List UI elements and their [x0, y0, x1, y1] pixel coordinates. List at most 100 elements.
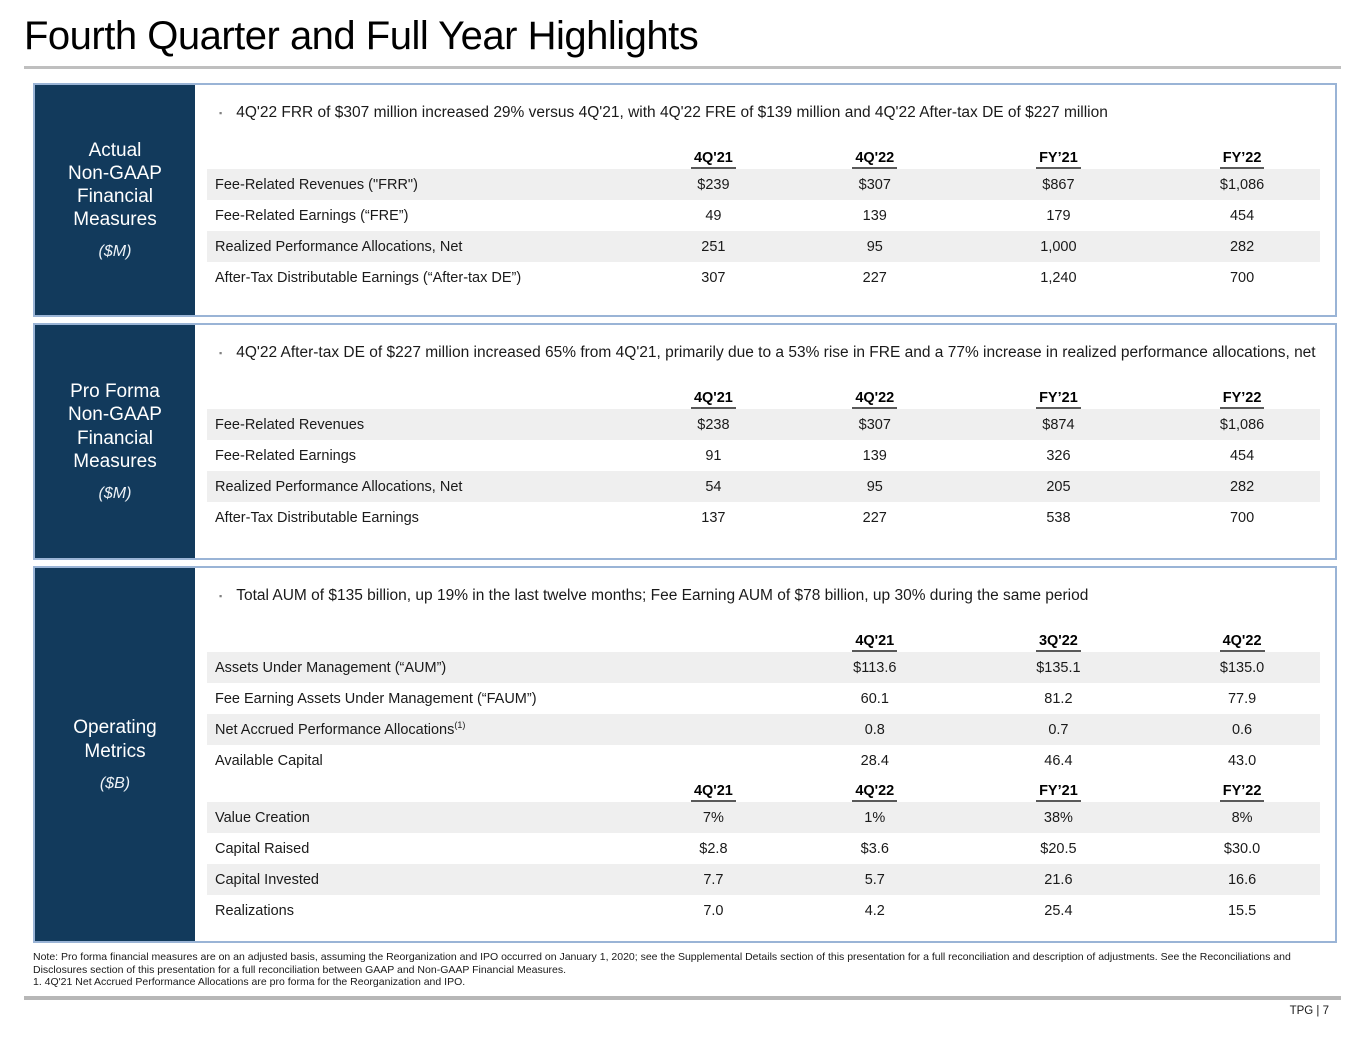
row-label: Capital Invested	[215, 871, 319, 888]
table-header-row: 4Q'21 4Q'22 FY’21 FY’22	[207, 776, 1320, 803]
table-cell: 25.4	[1044, 902, 1073, 919]
table-row: Assets Under Management (“AUM”) $113.6 $13…	[207, 652, 1320, 684]
row-label: After-Tax Distributable Earnings (“After…	[215, 269, 522, 286]
column-header: FY’22	[1219, 390, 1265, 410]
table-row: After-Tax Distributable Earnings (“After…	[207, 262, 1320, 293]
table-cell: 16.6	[1227, 871, 1257, 888]
table-cell: 0.7	[1048, 721, 1069, 738]
bullet-text: Total AUM of $135 billion, up 19% in the…	[236, 587, 1089, 604]
row-label: Realized Performance Allocations, Net	[215, 238, 463, 255]
sidebar-unit: ($B)	[99, 774, 131, 792]
table-cell: 46.4	[1044, 752, 1073, 769]
footnote-1: 1. 4Q'21 Net Accrued Performance Allocat…	[33, 976, 466, 989]
title-divider	[24, 66, 1341, 69]
row-label: Realized Performance Allocations, Net	[215, 478, 463, 495]
table-cell: 1%	[864, 809, 886, 826]
column-header: 4Q'22	[852, 783, 898, 803]
bullet-item: ▪ 4Q'22 FRR of $307 million increased 29…	[219, 103, 1320, 123]
column-header: 4Q'21	[852, 633, 898, 653]
panel-operating-metrics: Operating Metrics ($B) ▪ Total AUM of $13…	[33, 566, 1337, 943]
table-cell: 1,000	[1040, 238, 1077, 255]
table-row: Realizations 7.0 4.2 25.4 15.5	[207, 895, 1320, 926]
table-cell: 139	[862, 207, 887, 224]
table-cell: 282	[1229, 478, 1255, 495]
footer-divider	[24, 995, 1341, 1000]
table-cell: 7%	[702, 809, 724, 826]
sidebar-title-line: Non-GAAP	[68, 404, 162, 426]
table-cell: $867	[1042, 176, 1075, 193]
sidebar-title-line: Measures	[73, 450, 157, 472]
panel-content: ▪ 4Q'22 After-tax DE of $227 million inc…	[195, 325, 1335, 558]
table-cell: 179	[1046, 207, 1071, 224]
table-cell: 43.0	[1227, 752, 1257, 769]
sidebar-title: Pro Forma Non-GAAP Financial Measures	[68, 380, 162, 473]
table-row: After-Tax Distributable Earnings 137 227 53…	[207, 502, 1320, 533]
table-row: Realized Performance Allocations, Net 54 9…	[207, 471, 1320, 503]
table-cell: $135.0	[1219, 659, 1265, 676]
table-cell: 282	[1229, 238, 1255, 255]
sidebar-title-line: Actual	[88, 139, 142, 161]
column-header: FY’22	[1219, 150, 1265, 170]
page-number: TPG | 7	[1289, 1004, 1329, 1017]
sidebar-title-line: Financial	[76, 427, 154, 449]
table-cell: $2.8	[699, 840, 728, 857]
activity-metrics-table: 4Q'21 4Q'22 FY’21 FY’22 Value Creation 7% 1% 38…	[207, 776, 1320, 926]
page-title: Fourth Quarter and Full Year Highlights	[24, 14, 699, 58]
row-label: Available Capital	[215, 752, 323, 769]
table-cell: $20.5	[1040, 840, 1077, 857]
row-label: Fee-Related Earnings (“FRE”)	[215, 207, 409, 224]
row-label: Value Creation	[215, 809, 310, 826]
column-header-cell: 4Q'22	[1164, 633, 1320, 653]
aum-metrics-table: 4Q'21 3Q'22 4Q'22 Assets Under Management (…	[207, 626, 1320, 776]
column-header: FY’21	[1036, 783, 1081, 803]
sidebar-unit: ($M)	[98, 484, 132, 502]
table-row: Capital Invested 7.7 5.7 21.6 16.6	[207, 864, 1320, 896]
panel-actual-non-gaap: Actual Non-GAAP Financial Measures ($M) ▪ 4…	[33, 83, 1337, 317]
column-header: 4Q'22	[852, 150, 898, 170]
sidebar-title-line: Pro Forma	[70, 381, 160, 403]
sidebar-pro-forma-non-gaap: Pro Forma Non-GAAP Financial Measures ($M)	[35, 325, 195, 558]
column-header: FY’22	[1219, 783, 1265, 803]
table-cell: 1,240	[1040, 269, 1077, 286]
table-row: Fee Earning Assets Under Management (“FA…	[207, 683, 1320, 714]
footnote-marker: (1)	[454, 719, 466, 730]
table-cell: $113.6	[853, 659, 897, 676]
table-cell: 91	[705, 447, 722, 464]
table-cell: 251	[701, 238, 726, 255]
row-label: Fee-Related Earnings	[215, 447, 357, 464]
row-label: Fee Earning Assets Under Management (“FA…	[215, 690, 537, 707]
sidebar-title: Actual Non-GAAP Financial Measures	[68, 139, 162, 232]
table-cell: 21.6	[1044, 871, 1073, 888]
table-cell: 538	[1046, 509, 1071, 526]
table-cell: 700	[1229, 509, 1255, 526]
table-cell: 15.5	[1227, 902, 1257, 919]
table-cell: 95	[866, 478, 883, 495]
column-header-cell: 4Q'22	[797, 390, 953, 410]
table-cell: 54	[705, 478, 722, 495]
table-cell: 454	[1229, 207, 1255, 224]
table-header-row: 4Q'21 4Q'22 FY’21 FY’22	[207, 143, 1320, 170]
sidebar-title-line: Operating	[73, 717, 157, 739]
column-header-cell: FY’21	[953, 390, 1164, 410]
table-cell: 7.0	[703, 902, 724, 919]
table-cell: 0.8	[864, 721, 885, 738]
table-row: Fee-Related Earnings (“FRE”) 49 139 179 454	[207, 200, 1320, 231]
table-cell: 227	[862, 269, 887, 286]
column-header-cell: 4Q'21	[630, 390, 797, 410]
table-cell: $239	[697, 176, 730, 193]
table-cell: 77.9	[1227, 690, 1257, 707]
sidebar-title-line: Metrics	[84, 740, 146, 762]
square-bullet-icon: ▪	[219, 591, 223, 601]
column-header-cell: 4Q'22	[797, 783, 953, 803]
pro-forma-non-gaap-table: 4Q'21 4Q'22 FY’21 FY’22 Fee-Related Revenues…	[207, 383, 1320, 533]
table-cell: 227	[862, 509, 887, 526]
sidebar-operating-metrics: Operating Metrics ($B)	[35, 568, 195, 941]
table-cell: 454	[1229, 447, 1255, 464]
column-header-cell: 4Q'21	[797, 633, 953, 653]
table-cell: $238	[697, 416, 730, 433]
table-cell: $3.6	[860, 840, 889, 857]
table-row: Value Creation 7% 1% 38% 8%	[207, 802, 1320, 834]
column-header: 3Q'22	[1035, 633, 1081, 653]
sidebar-actual-non-gaap: Actual Non-GAAP Financial Measures ($M)	[35, 85, 195, 315]
sidebar-title-line: Financial	[76, 186, 154, 207]
